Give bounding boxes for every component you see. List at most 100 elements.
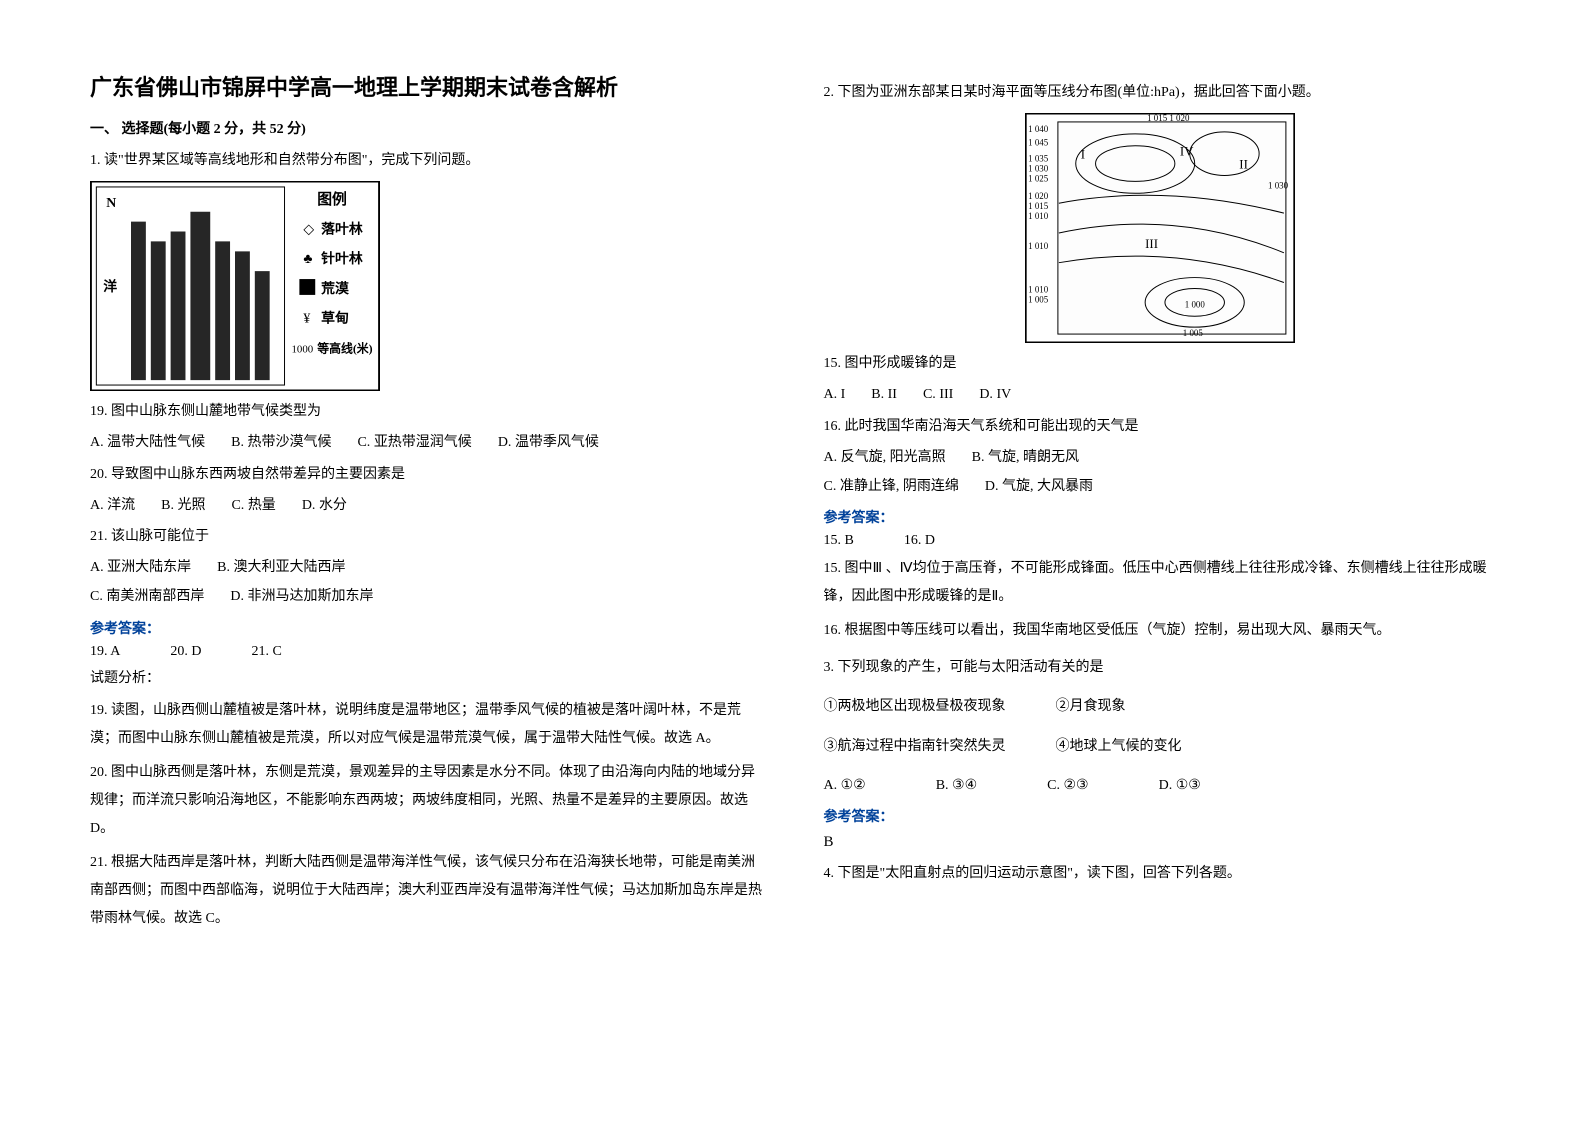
svg-text:1 030: 1 030 bbox=[1028, 164, 1049, 174]
question-3: 3. 下列现象的产生，可能与太阳活动有关的是 ①两极地区出现极昼极夜现象 ②月食… bbox=[824, 655, 1498, 851]
svg-text:1 005: 1 005 bbox=[1183, 328, 1204, 338]
q2-sub15-options: A. I B. II C. III D. IV bbox=[824, 382, 1498, 407]
opt-text: 澳大利亚大陆西岸 bbox=[233, 560, 345, 575]
svg-text:1000: 1000 bbox=[291, 344, 313, 356]
svg-text:1 045: 1 045 bbox=[1028, 138, 1049, 148]
svg-text:洋: 洋 bbox=[103, 278, 117, 294]
svg-text:落叶林: 落叶林 bbox=[321, 221, 363, 237]
svg-text:1 015: 1 015 bbox=[1028, 201, 1049, 211]
q2-sub16-opt-b: B. 气旋, 晴朗无风 bbox=[972, 445, 1079, 470]
svg-text:1 020: 1 020 bbox=[1028, 191, 1049, 201]
q3-stmt-1: ①两极地区出现极昼极夜现象 bbox=[824, 694, 1006, 719]
q2-sub16-opt-a: A. 反气旋, 阳光高照 bbox=[824, 445, 946, 470]
q3-stmt-3: ③航海过程中指南针突然失灵 bbox=[824, 734, 1006, 759]
q3-opt-b: B. ③④ bbox=[936, 773, 977, 798]
q1-sub21-opt-d: D. 非洲马达加斯加东岸 bbox=[230, 584, 373, 609]
svg-text:II: II bbox=[1240, 158, 1249, 172]
q4-stem: 4. 下图是"太阳直射点的回归运动示意图"，读下图，回答下列各题。 bbox=[824, 861, 1498, 886]
q1-sub21-opt-b: B. 澳大利亚大陆西岸 bbox=[217, 555, 345, 580]
svg-text:1 010: 1 010 bbox=[1028, 211, 1049, 221]
q3-answer-label: 参考答案： bbox=[824, 806, 1498, 826]
q2-answer-label: 参考答案： bbox=[824, 507, 1498, 527]
opt-text: 气旋, 晴朗无风 bbox=[988, 450, 1079, 465]
question-2: 2. 下图为亚洲东部某日某时海平面等压线分布图(单位:hPa)，据此回答下面小题… bbox=[824, 80, 1498, 645]
question-1: 1. 读"世界某区域等高线地形和自然带分布图"，完成下列问题。 N 洋 图例 ◇… bbox=[90, 148, 764, 933]
q1-sub19-opt-b: B. 热带沙漠气候 bbox=[231, 430, 331, 455]
q2-sub15-opt-c: C. III bbox=[923, 382, 953, 407]
q2-sub15-opt-a: A. I bbox=[824, 382, 846, 407]
opt-text: III bbox=[939, 387, 953, 402]
svg-text:1 000: 1 000 bbox=[1185, 299, 1206, 309]
svg-text:1 010: 1 010 bbox=[1028, 285, 1049, 295]
opt-text: 热带沙漠气候 bbox=[247, 435, 331, 450]
q3-statements-row1: ①两极地区出现极昼极夜现象 ②月食现象 bbox=[824, 694, 1498, 719]
q1-sub20-options: A. 洋流 B. 光照 C. 热量 D. 水分 bbox=[90, 493, 764, 518]
q2-stem: 2. 下图为亚洲东部某日某时海平面等压线分布图(单位:hPa)，据此回答下面小题… bbox=[824, 80, 1498, 105]
q3-stem: 3. 下列现象的产生，可能与太阳活动有关的是 bbox=[824, 655, 1498, 680]
opt-text: 温带季风气候 bbox=[515, 435, 599, 450]
q1-sub20: 20. 导致图中山脉东西两坡自然带差异的主要因素是 bbox=[90, 462, 764, 487]
svg-text:1 030: 1 030 bbox=[1268, 181, 1289, 191]
opt-text: 气旋, 大风暴雨 bbox=[1002, 479, 1093, 494]
opt-text: 南美洲南部西岸 bbox=[106, 589, 204, 604]
q2-sub16-opt-d: D. 气旋, 大风暴雨 bbox=[985, 474, 1093, 499]
q1-ans-20: 20. D bbox=[170, 644, 201, 660]
svg-text:1 025: 1 025 bbox=[1028, 174, 1049, 184]
q1-sub19-opt-a: A. 温带大陆性气候 bbox=[90, 430, 205, 455]
q1-sub19-opt-c: C. 亚热带湿润气候 bbox=[357, 430, 471, 455]
q1-sub19: 19. 图中山脉东侧山麓地带气候类型为 bbox=[90, 399, 764, 424]
q2-sub15-opt-d: D. IV bbox=[979, 382, 1011, 407]
svg-text:I: I bbox=[1081, 148, 1085, 162]
svg-text:草甸: 草甸 bbox=[321, 310, 349, 326]
svg-text:等高线(米): 等高线(米) bbox=[316, 342, 372, 356]
q1-sub20-opt-d: D. 水分 bbox=[302, 493, 347, 518]
q2-analysis-16: 16. 根据图中等压线可以看出，我国华南地区受低压（气旋）控制，易出现大风、暴雨… bbox=[824, 617, 1498, 645]
q2-ans-15: 15. B bbox=[824, 533, 854, 549]
opt-text: II bbox=[888, 387, 897, 402]
q2-answer-line: 15. B 16. D bbox=[824, 533, 1498, 549]
opt-text: 水分 bbox=[319, 498, 347, 513]
q3-opt-d: D. ①③ bbox=[1159, 773, 1201, 798]
q1-sub20-opt-b: B. 光照 bbox=[161, 493, 205, 518]
q1-sub20-opt-a: A. 洋流 bbox=[90, 493, 135, 518]
q1-stem: 1. 读"世界某区域等高线地形和自然带分布图"，完成下列问题。 bbox=[90, 148, 764, 173]
q3-opt-c: C. ②③ bbox=[1047, 773, 1088, 798]
opt-text: 反气旋, 阳光高照 bbox=[841, 450, 946, 465]
svg-text:IV: IV bbox=[1180, 145, 1194, 159]
q2-ans-16: 16. D bbox=[904, 533, 935, 549]
q3-stmt-4: ④地球上气候的变化 bbox=[1056, 734, 1182, 759]
opt-text: 亚洲大陆东岸 bbox=[107, 560, 191, 575]
opt-text: 温带大陆性气候 bbox=[107, 435, 205, 450]
svg-text:1 005: 1 005 bbox=[1028, 295, 1049, 305]
section-1-header: 一、 选择题(每小题 2 分，共 52 分) bbox=[90, 118, 764, 138]
svg-text:1 035: 1 035 bbox=[1028, 154, 1049, 164]
svg-text:III: III bbox=[1145, 237, 1158, 251]
q2-figure: 1 040 1 045 1 035 1 030 1 025 1 020 1 01… bbox=[1025, 113, 1295, 343]
svg-text:图例: 图例 bbox=[317, 190, 347, 208]
svg-text:♣: ♣ bbox=[303, 251, 312, 266]
q1-analysis-21: 21. 根据大陆西岸是落叶林，判断大陆西侧是温带海洋性气候，该气候只分布在沿海狭… bbox=[90, 849, 764, 933]
q2-sub15: 15. 图中形成暖锋的是 bbox=[824, 351, 1498, 376]
svg-text:N: N bbox=[106, 195, 116, 210]
q2-sub16-options-row2: C. 准静止锋, 阴雨连绵 D. 气旋, 大风暴雨 bbox=[824, 474, 1498, 499]
q3-stmt-2: ②月食现象 bbox=[1056, 694, 1126, 719]
q3-statements-row2: ③航海过程中指南针突然失灵 ④地球上气候的变化 bbox=[824, 734, 1498, 759]
svg-text:1 010: 1 010 bbox=[1028, 241, 1049, 251]
q1-ans-19: 19. A bbox=[90, 644, 120, 660]
svg-text:荒漠: 荒漠 bbox=[320, 280, 349, 296]
q1-sub21-opt-c: C. 南美洲南部西岸 bbox=[90, 584, 204, 609]
opt-text: 非洲马达加斯加东岸 bbox=[247, 589, 373, 604]
isobar-map-svg: 1 040 1 045 1 035 1 030 1 025 1 020 1 01… bbox=[1026, 114, 1294, 342]
q1-sub19-options: A. 温带大陆性气候 B. 热带沙漠气候 C. 亚热带湿润气候 D. 温带季风气… bbox=[90, 430, 764, 455]
q2-sub16-options: A. 反气旋, 阳光高照 B. 气旋, 晴朗无风 bbox=[824, 445, 1498, 470]
q1-answer-label: 参考答案： bbox=[90, 618, 764, 638]
q1-analysis-19: 19. 读图，山脉西侧山麓植被是落叶林，说明纬度是温带地区；温带季风气候的植被是… bbox=[90, 697, 764, 753]
q1-sub19-opt-d: D. 温带季风气候 bbox=[498, 430, 599, 455]
question-4: 4. 下图是"太阳直射点的回归运动示意图"，读下图，回答下列各题。 bbox=[824, 861, 1498, 886]
svg-text:1 015 1 020: 1 015 1 020 bbox=[1147, 114, 1190, 123]
q1-sub21-opt-a: A. 亚洲大陆东岸 bbox=[90, 555, 191, 580]
opt-text: 洋流 bbox=[107, 498, 135, 513]
q3-options: A. ①② B. ③④ C. ②③ D. ①③ bbox=[824, 773, 1498, 798]
q3-opt-a: A. ①② bbox=[824, 773, 866, 798]
opt-text: 亚热带湿润气候 bbox=[374, 435, 472, 450]
